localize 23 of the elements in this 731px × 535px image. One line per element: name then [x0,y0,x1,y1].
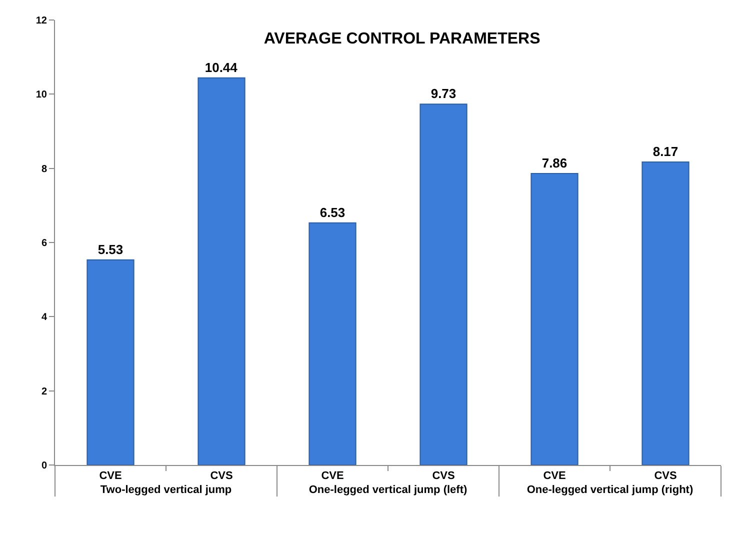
data-label: 10.44 [204,60,238,75]
text: AVERAGE CONTROL PARAMETERS [264,30,541,48]
text: Two-legged vertical jump [100,484,232,496]
text: One-legged vertical jump (left) [308,484,468,496]
x-tick-label: CVS [654,470,677,482]
data-label: 9.73 [430,86,456,102]
x-tick-label: CVE [321,470,344,482]
text: One-legged vertical jump (right) [526,484,694,496]
x-tick-label: CVE [543,470,566,482]
y-tick-label: 10 [36,90,48,101]
data-label: 6.53 [320,204,346,220]
y-tick-label: 8 [41,164,48,175]
x-tick-label: CVE [99,470,122,482]
y-tick-label: 12 [36,16,48,26]
data-label: 5.53 [98,242,124,257]
y-tick-label: 2 [41,386,48,398]
y-tick-label: 6 [41,238,48,249]
y-tick-label: 0 [41,460,48,472]
x-tick-label: CVS [210,470,233,482]
x-tick-label: CVS [432,470,455,482]
y-tick-label: 4 [41,312,48,324]
data-label: 7.86 [542,156,568,171]
data-label: 8.17 [652,144,678,160]
